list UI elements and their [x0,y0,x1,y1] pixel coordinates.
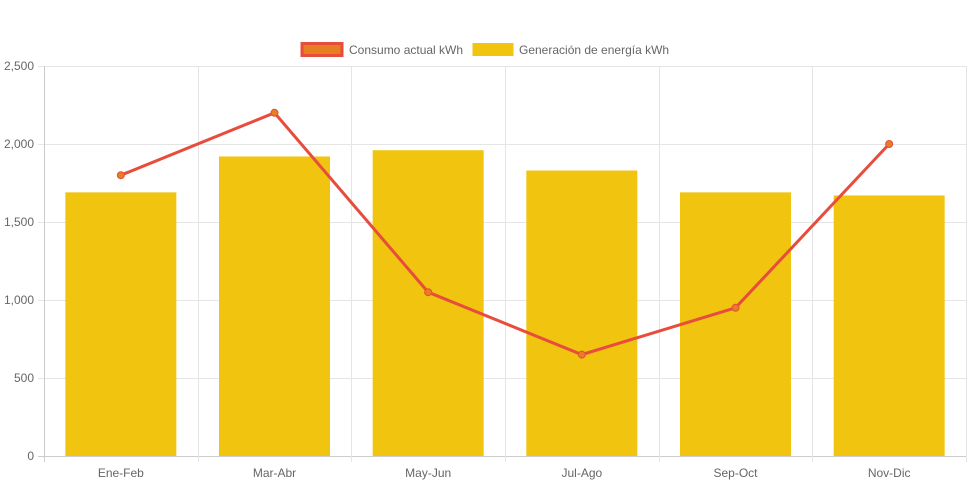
x-tick-label: Nov-Dic [868,466,911,480]
bar [65,192,177,457]
line-point [424,288,433,297]
y-tick-label: 0 [27,449,34,463]
x-tick-label: Ene-Feb [98,466,144,480]
x-tick-label: Sep-Oct [713,466,758,480]
legend-swatch-generacion [472,43,514,56]
bar [526,170,638,456]
legend-label-generacion: Generación de energía kWh [519,43,669,57]
x-tick-label: Mar-Abr [253,466,296,480]
y-tick-label: 1,500 [4,215,34,229]
x-tick-label: May-Jun [405,466,451,480]
y-tick-label: 500 [14,371,34,385]
line-point [577,350,586,359]
bar [833,195,945,457]
bar [372,150,484,457]
line-point [116,171,125,180]
x-tick-label: Jul-Ago [561,466,602,480]
line-point [885,140,894,148]
bar [219,156,330,457]
y-tick-label: 2,000 [4,137,34,151]
y-tick-label: 1,000 [4,293,34,307]
line-point [731,303,740,312]
line-series [120,111,891,357]
legend-label-consumo: Consumo actual kWh [349,43,463,57]
y-tick-label: 2,500 [4,59,34,73]
bar [680,192,791,457]
line-point [270,108,279,117]
legend-swatch-consumo [300,42,344,57]
